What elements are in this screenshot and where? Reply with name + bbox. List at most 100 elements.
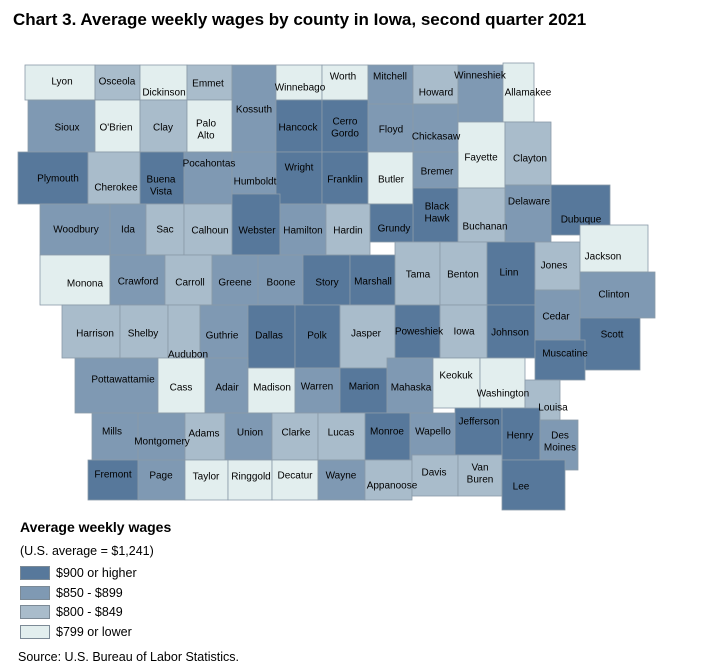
county-label-delaware: Delaware [508, 197, 551, 208]
county-label-mitchell: Mitchell [373, 72, 407, 83]
county-label-keokuk: Keokuk [439, 371, 473, 382]
county-label-jackson: Jackson [585, 252, 622, 263]
county-label-pottawattamie: Pottawattamie [91, 375, 155, 386]
county-muscatine [534, 339, 586, 381]
county-jefferson [454, 407, 503, 456]
county-wright [275, 151, 323, 205]
county-buchanan [457, 187, 506, 243]
county-hardin [325, 203, 371, 256]
county-label-washington: Washington [477, 389, 529, 400]
county-label-winnebago: Winnebago [275, 83, 326, 94]
county-label-jones: Jones [541, 261, 568, 272]
county-label-van-buren: Van [471, 463, 488, 474]
county-worth [321, 64, 369, 101]
county-taylor [184, 459, 229, 501]
county-monona [39, 254, 111, 306]
county-label-pocahontas: Pocahontas [183, 159, 236, 170]
county-label-madison: Madison [253, 383, 291, 394]
county-label-jasper: Jasper [351, 329, 382, 340]
county-dubuque [550, 184, 611, 236]
county-label-wright: Wright [285, 163, 314, 174]
county-label-butler: Butler [378, 175, 405, 186]
county-label-buchanan: Buchanan [462, 222, 507, 233]
county-floyd [367, 103, 414, 153]
legend-swatch [20, 586, 50, 600]
county-label-mills: Mills [102, 427, 122, 438]
county-decatur [271, 459, 319, 501]
county-label-marshall: Marshall [354, 277, 392, 288]
county-label-davis: Davis [421, 468, 446, 479]
county-label-scott: Scott [601, 330, 624, 341]
county-label-emmet: Emmet [192, 79, 224, 90]
county-montgomery [137, 412, 186, 461]
county-label-montgomery: Montgomery [134, 437, 190, 448]
county-ringgold [227, 459, 273, 501]
county-butler [367, 151, 414, 205]
county-label-guthrie: Guthrie [206, 331, 239, 342]
county-label-decatur: Decatur [277, 471, 313, 482]
county-mahaska [386, 357, 434, 414]
county-label-sioux: Sioux [54, 123, 79, 134]
county-mitchell [367, 64, 414, 105]
legend-title: Average weekly wages [20, 519, 172, 535]
county-label-polk: Polk [307, 331, 327, 342]
county-label-adair: Adair [215, 383, 239, 394]
county-label-fremont: Fremont [94, 470, 131, 481]
legend-item-class-2: $800 - $849 [20, 604, 123, 620]
county-label-palo-alto: Palo [196, 119, 216, 130]
county-label-muscatine: Muscatine [542, 349, 588, 360]
source-note: Source: U.S. Bureau of Labor Statistics. [18, 650, 239, 664]
county-label-carroll: Carroll [175, 278, 204, 289]
county-label-dallas: Dallas [255, 331, 283, 342]
county-jones [534, 241, 581, 291]
county-label-cherokee: Cherokee [94, 183, 138, 194]
county-label-cass: Cass [170, 383, 193, 394]
county-label-harrison: Harrison [76, 329, 114, 340]
county-label-calhoun: Calhoun [191, 226, 228, 237]
legend-swatch [20, 605, 50, 619]
county-label-linn: Linn [500, 268, 519, 279]
legend-item-class-3: $799 or lower [20, 624, 132, 640]
county-johnson [486, 304, 536, 359]
county-label-woodbury: Woodbury [53, 225, 98, 236]
county-label-allamakee: Allamakee [505, 88, 552, 99]
county-franklin [321, 151, 369, 205]
legend-swatch [20, 566, 50, 580]
county-label-greene: Greene [218, 278, 252, 289]
county-iowa [439, 304, 488, 359]
county-calhoun [183, 203, 233, 256]
county-clayton [504, 121, 552, 186]
county-pottawattamie [74, 357, 159, 414]
county-label-ida: Ida [121, 225, 135, 236]
county-davis [411, 454, 459, 497]
county-label-sac: Sac [156, 225, 173, 236]
county-label-henry: Henry [507, 431, 534, 442]
county-label-des-moines: Des [551, 431, 569, 442]
county-guthrie [199, 304, 249, 359]
county-label-lyon: Lyon [51, 77, 72, 88]
county-label-warren: Warren [301, 382, 333, 393]
county-sioux [27, 99, 96, 153]
county-label-clinton: Clinton [598, 290, 629, 301]
county-label-black-hawk: Black [425, 202, 450, 213]
county-boone [257, 254, 304, 306]
county-delaware [504, 184, 552, 243]
county-lee [501, 459, 566, 511]
legend-note: (U.S. average = $1,241) [20, 544, 154, 558]
county-label-grundy: Grundy [378, 224, 411, 235]
county-label-o-brien: O'Brien [99, 123, 132, 134]
county-label-taylor: Taylor [193, 472, 220, 483]
county-allamakee [502, 62, 535, 123]
county-label-page: Page [149, 471, 173, 482]
county-van-buren [457, 454, 503, 497]
county-label-clayton: Clayton [513, 154, 547, 165]
county-label-fayette: Fayette [464, 153, 498, 164]
county-label-boone: Boone [267, 278, 296, 289]
county-label-marion: Marion [349, 382, 380, 393]
county-label-plymouth: Plymouth [37, 174, 79, 185]
county-label-wapello: Wapello [415, 427, 451, 438]
county-adair [204, 357, 249, 414]
county-cherokee [87, 151, 141, 205]
county-o-brien [94, 99, 141, 153]
county-label-kossuth: Kossuth [236, 105, 272, 116]
